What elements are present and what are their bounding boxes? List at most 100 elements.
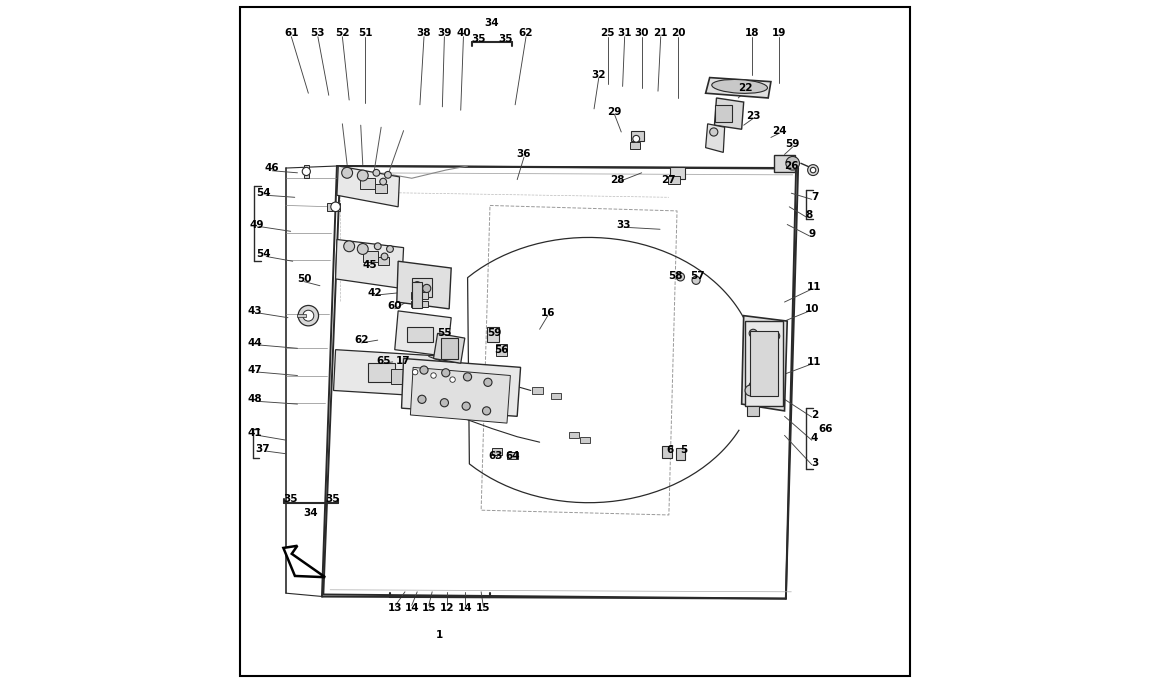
Polygon shape [283,546,325,577]
Text: 63: 63 [489,451,504,461]
Circle shape [420,366,428,374]
Text: 11: 11 [806,282,821,292]
Bar [377,257,389,265]
Bar [412,282,422,308]
Circle shape [413,370,417,375]
Circle shape [375,243,381,250]
Text: 50: 50 [297,274,312,284]
Text: 49: 49 [250,219,263,229]
Polygon shape [434,333,465,363]
Text: 5: 5 [680,445,688,456]
Circle shape [745,385,756,396]
Text: 35: 35 [498,33,513,44]
Bar [748,406,759,416]
Text: 26: 26 [784,161,798,171]
Text: 32: 32 [591,70,606,80]
Bar [440,338,458,359]
Text: 19: 19 [772,28,787,38]
Bar [363,251,378,262]
Text: 29: 29 [607,107,622,117]
Text: 15: 15 [476,603,490,613]
Text: 16: 16 [540,308,555,318]
Circle shape [751,357,759,365]
Text: 39: 39 [437,28,452,38]
Bar [662,445,672,458]
Text: 22: 22 [738,83,752,94]
Circle shape [413,281,421,290]
Polygon shape [742,316,788,411]
Text: 35: 35 [472,33,485,44]
Text: 54: 54 [256,249,270,260]
Text: 61: 61 [284,28,299,38]
Bar [580,437,590,443]
Bar [774,155,796,172]
Circle shape [450,377,455,382]
Circle shape [749,329,758,337]
Text: 37: 37 [255,444,270,454]
Circle shape [440,399,448,407]
Polygon shape [706,124,724,152]
Bar [375,184,388,193]
Text: 35: 35 [283,494,298,504]
Text: 35: 35 [325,494,339,504]
Bar [492,448,501,455]
Polygon shape [337,166,399,207]
Circle shape [373,169,380,176]
Text: 48: 48 [248,394,262,404]
Text: 51: 51 [359,28,373,38]
Text: 34: 34 [484,18,499,28]
Text: 8: 8 [805,210,813,220]
Circle shape [710,128,718,136]
Bar [630,142,639,149]
Text: 64: 64 [505,451,520,461]
Text: 25: 25 [600,28,615,38]
Text: 33: 33 [616,219,631,229]
Bar [391,370,412,385]
Circle shape [463,373,472,381]
Text: 9: 9 [808,229,815,239]
Bar [667,176,680,184]
Text: 40: 40 [457,28,470,38]
Text: 42: 42 [367,288,382,298]
Bar [497,344,507,356]
Polygon shape [397,261,451,309]
Polygon shape [411,367,511,423]
Bar [745,321,783,406]
Bar [298,314,306,318]
Polygon shape [336,240,404,288]
Bar [412,301,429,307]
Bar [551,393,561,399]
Text: 52: 52 [335,28,350,38]
Circle shape [769,384,777,392]
Circle shape [331,202,340,212]
Circle shape [484,378,492,387]
Text: 4: 4 [811,433,818,443]
Bar [328,203,339,211]
Circle shape [298,305,319,326]
Circle shape [718,106,729,117]
Text: 20: 20 [672,28,685,38]
Text: 60: 60 [388,301,402,311]
Text: 13: 13 [389,603,402,613]
Circle shape [386,246,393,253]
Circle shape [676,273,684,281]
Text: 38: 38 [416,28,431,38]
Circle shape [483,407,491,415]
Bar [488,327,499,342]
Text: 56: 56 [494,345,508,354]
Bar [676,447,685,460]
Text: 28: 28 [610,175,624,184]
Text: 66: 66 [818,423,833,434]
Text: 62: 62 [354,335,369,345]
Circle shape [344,241,354,252]
Text: 46: 46 [264,163,279,173]
Circle shape [692,276,700,284]
Polygon shape [394,311,451,357]
Text: 14: 14 [458,603,473,613]
Bar [412,292,429,298]
Text: 53: 53 [310,28,325,38]
Circle shape [785,156,799,170]
Text: 30: 30 [635,28,649,38]
Text: 2: 2 [811,410,818,420]
Text: 62: 62 [519,28,534,38]
